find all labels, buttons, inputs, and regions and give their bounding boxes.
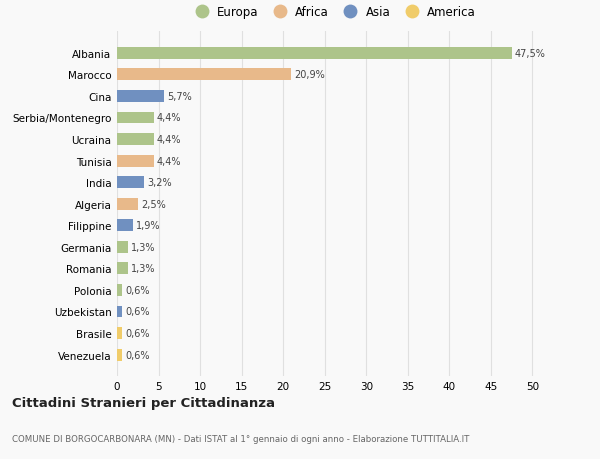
Text: 1,3%: 1,3% — [131, 264, 155, 274]
Bar — [117, 241, 128, 253]
Bar — [117, 69, 290, 81]
Text: 2,5%: 2,5% — [141, 199, 166, 209]
Legend: Europa, Africa, Asia, America: Europa, Africa, Asia, America — [187, 3, 479, 23]
Text: 1,9%: 1,9% — [136, 221, 161, 231]
Bar — [117, 327, 122, 339]
Bar — [117, 155, 154, 167]
Bar — [117, 177, 143, 189]
Text: 0,6%: 0,6% — [125, 285, 150, 295]
Bar — [117, 263, 128, 274]
Bar — [117, 285, 122, 296]
Text: Cittadini Stranieri per Cittadinanza: Cittadini Stranieri per Cittadinanza — [12, 396, 275, 409]
Bar — [117, 91, 164, 103]
Text: COMUNE DI BORGOCARBONARA (MN) - Dati ISTAT al 1° gennaio di ogni anno - Elaboraz: COMUNE DI BORGOCARBONARA (MN) - Dati IST… — [12, 434, 469, 442]
Text: 0,6%: 0,6% — [125, 350, 150, 360]
Text: 0,6%: 0,6% — [125, 307, 150, 317]
Text: 4,4%: 4,4% — [157, 135, 181, 145]
Bar — [117, 306, 122, 318]
Text: 3,2%: 3,2% — [147, 178, 172, 188]
Bar — [117, 349, 122, 361]
Bar — [117, 134, 154, 146]
Text: 0,6%: 0,6% — [125, 328, 150, 338]
Text: 20,9%: 20,9% — [294, 70, 325, 80]
Bar — [117, 198, 138, 210]
Text: 4,4%: 4,4% — [157, 156, 181, 166]
Bar — [117, 48, 512, 60]
Bar — [117, 220, 133, 232]
Bar — [117, 112, 154, 124]
Text: 47,5%: 47,5% — [515, 49, 546, 59]
Text: 1,3%: 1,3% — [131, 242, 155, 252]
Text: 4,4%: 4,4% — [157, 113, 181, 123]
Text: 5,7%: 5,7% — [167, 92, 193, 102]
